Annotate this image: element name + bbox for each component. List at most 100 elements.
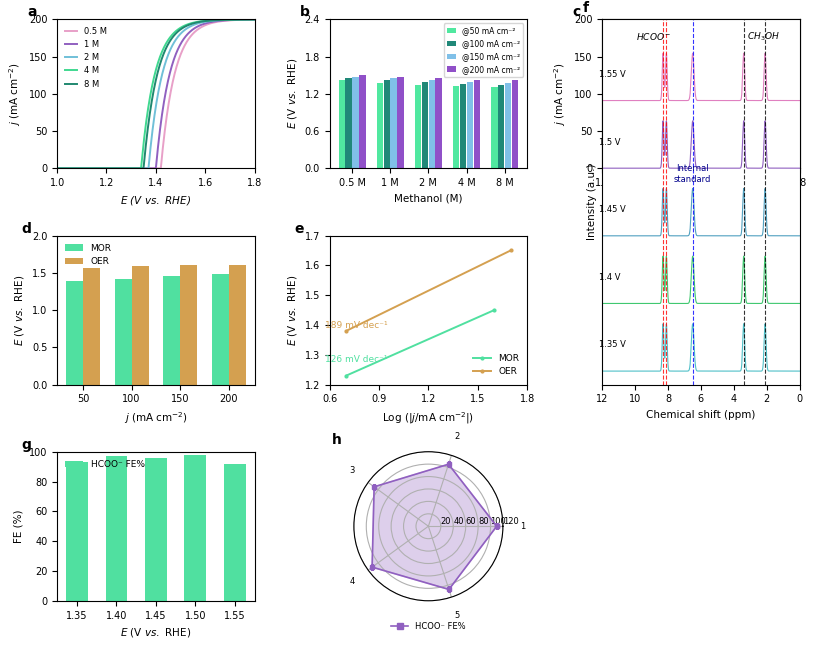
Legend: MOR, OER: MOR, OER	[607, 24, 660, 54]
X-axis label: $j$ (mA cm$^{-2}$): $j$ (mA cm$^{-2}$)	[124, 410, 188, 426]
Bar	[391, 78, 397, 169]
Text: 1.35 V: 1.35 V	[599, 340, 626, 349]
Text: HCOO$^-$: HCOO$^-$	[636, 30, 671, 42]
Text: a: a	[28, 5, 37, 19]
2 M	[214, 16, 224, 24]
Text: b: b	[300, 5, 310, 19]
Bar	[473, 80, 480, 169]
8 M	[250, 16, 259, 23]
Bar	[384, 80, 390, 169]
Bar	[460, 84, 466, 169]
0.5 M	[52, 165, 62, 172]
2 M	[146, 140, 156, 148]
Bar	[105, 456, 127, 601]
Bar	[436, 78, 442, 169]
Y-axis label: $E$ (V $vs.$ RHE): $E$ (V $vs.$ RHE)	[286, 275, 299, 346]
2 M	[52, 165, 62, 172]
1 M	[214, 17, 224, 25]
1 M	[146, 165, 156, 172]
Bar	[83, 268, 100, 384]
X-axis label: Methanol (M): Methanol (M)	[394, 194, 463, 203]
Y-axis label: $j$ (mA cm$^{-2}$): $j$ (mA cm$^{-2}$)	[552, 62, 569, 126]
Text: g: g	[21, 438, 32, 452]
X-axis label: $E$ (V $vs.$ RHE): $E$ (V $vs.$ RHE)	[665, 194, 737, 207]
Line: 1 M: 1 M	[57, 19, 255, 169]
Y-axis label: $E$ (V $vs.$ RHE): $E$ (V $vs.$ RHE)	[14, 275, 26, 346]
4 M	[146, 88, 156, 96]
Y-axis label: Intensity (a.u.): Intensity (a.u.)	[587, 163, 596, 240]
Text: d: d	[21, 222, 32, 236]
Line: OER: OER	[602, 19, 800, 169]
Line: MOR: MOR	[344, 309, 495, 377]
Y-axis label: $j$ (mA cm$^{-2}$): $j$ (mA cm$^{-2}$)	[7, 62, 24, 126]
1 M	[250, 16, 259, 23]
X-axis label: Chemical shift (ppm): Chemical shift (ppm)	[646, 410, 756, 420]
Legend: 0.5 M, 1 M, 2 M, 4 M, 8 M: 0.5 M, 1 M, 2 M, 4 M, 8 M	[61, 23, 110, 92]
OER	[597, 165, 607, 172]
Text: e: e	[294, 222, 304, 236]
Legend: HCOO⁻ FE%: HCOO⁻ FE%	[388, 618, 468, 634]
Bar	[428, 80, 435, 169]
8 M	[146, 103, 156, 110]
MOR	[790, 16, 800, 23]
MOR	[341, 372, 351, 380]
Bar	[228, 265, 246, 384]
1 M	[52, 165, 62, 172]
Text: ΔE = 0.169 V: ΔE = 0.169 V	[697, 83, 756, 92]
Bar	[180, 266, 197, 384]
Text: h: h	[331, 433, 341, 447]
MOR	[795, 16, 805, 23]
0.5 M	[214, 17, 224, 25]
Bar	[512, 80, 518, 169]
Legend: MOR, OER: MOR, OER	[469, 350, 522, 380]
Text: Internal
standard: Internal standard	[674, 164, 712, 183]
X-axis label: $E$ (V $vs.$ RHE): $E$ (V $vs.$ RHE)	[121, 194, 192, 207]
Bar	[114, 279, 131, 384]
4 M	[250, 16, 259, 23]
X-axis label: $E$ (V $vs.$ RHE): $E$ (V $vs.$ RHE)	[120, 626, 192, 639]
Bar	[498, 85, 504, 169]
X-axis label: Log ($|j$/mA cm$^{-2}|$): Log ($|j$/mA cm$^{-2}|$)	[383, 410, 474, 426]
Bar	[211, 275, 228, 384]
Bar	[453, 87, 459, 169]
Bar	[224, 464, 246, 601]
Text: 1.55 V: 1.55 V	[599, 70, 626, 79]
2 M	[250, 16, 259, 23]
1 M	[159, 98, 169, 106]
MOR	[692, 60, 702, 68]
OER	[715, 165, 725, 172]
Text: 1.5 V: 1.5 V	[599, 138, 620, 147]
OER	[790, 16, 800, 23]
Y-axis label: FE (%): FE (%)	[14, 510, 24, 543]
OER	[759, 21, 769, 28]
Bar	[345, 78, 352, 169]
MOR	[704, 31, 714, 39]
OER	[692, 165, 702, 172]
4 M	[52, 165, 62, 172]
8 M	[159, 49, 169, 57]
2 M	[245, 16, 255, 23]
OER	[795, 16, 805, 23]
0.5 M	[146, 165, 156, 172]
2 M	[159, 63, 169, 71]
Polygon shape	[372, 464, 497, 589]
Text: CH$_3$OH: CH$_3$OH	[747, 30, 780, 43]
4 M	[159, 43, 169, 51]
Bar	[339, 80, 345, 169]
Bar	[353, 76, 359, 169]
Bar	[359, 75, 366, 169]
Line: 4 M: 4 M	[57, 19, 255, 169]
Bar	[66, 280, 83, 384]
Bar	[415, 85, 421, 169]
Text: c: c	[573, 5, 581, 19]
Text: 1.45 V: 1.45 V	[599, 205, 626, 214]
0.5 M	[170, 70, 180, 78]
Line: 2 M: 2 M	[57, 19, 255, 169]
MOR	[691, 65, 701, 73]
MOR	[597, 165, 607, 172]
Bar	[422, 82, 428, 169]
Text: 189 mV dec⁻¹: 189 mV dec⁻¹	[325, 321, 388, 330]
Y-axis label: $E$ (V $vs.$ RHE): $E$ (V $vs.$ RHE)	[286, 58, 299, 129]
MOR	[490, 306, 499, 314]
0.5 M	[245, 16, 255, 23]
